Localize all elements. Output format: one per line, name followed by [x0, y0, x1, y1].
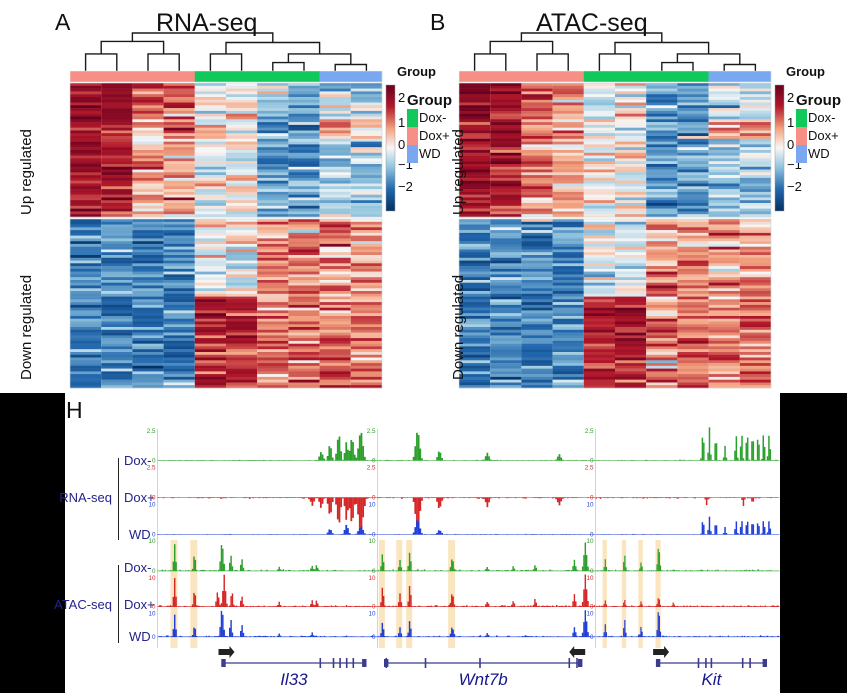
svg-text:2.5: 2.5	[585, 428, 594, 435]
svg-text:10: 10	[586, 502, 594, 509]
svg-text:0: 0	[590, 634, 594, 641]
svg-text:0: 0	[372, 458, 376, 465]
svg-text:0: 0	[152, 568, 156, 575]
svg-text:10: 10	[586, 575, 594, 582]
svg-text:10: 10	[148, 575, 156, 582]
svg-text:0: 0	[372, 604, 376, 611]
svg-text:0: 0	[590, 568, 594, 575]
svg-text:0: 0	[372, 634, 376, 641]
svg-text:10: 10	[586, 611, 594, 618]
svg-text:10: 10	[586, 538, 594, 545]
svg-text:Kit: Kit	[701, 670, 722, 689]
svg-text:2.5: 2.5	[367, 428, 376, 435]
svg-text:10: 10	[368, 502, 376, 509]
svg-text:2.5: 2.5	[367, 465, 376, 472]
svg-text:10: 10	[368, 611, 376, 618]
svg-text:2.5: 2.5	[147, 428, 156, 435]
svg-text:0: 0	[152, 458, 156, 465]
svg-text:10: 10	[368, 538, 376, 545]
svg-text:2.5: 2.5	[585, 465, 594, 472]
svg-text:0: 0	[372, 568, 376, 575]
svg-text:Il33: Il33	[280, 670, 308, 689]
svg-text:0: 0	[152, 634, 156, 641]
svg-text:0: 0	[590, 604, 594, 611]
svg-text:10: 10	[368, 575, 376, 582]
svg-text:Wnt7b: Wnt7b	[459, 670, 508, 689]
svg-text:0: 0	[590, 458, 594, 465]
svg-text:0: 0	[372, 495, 376, 502]
svg-text:0: 0	[590, 495, 594, 502]
